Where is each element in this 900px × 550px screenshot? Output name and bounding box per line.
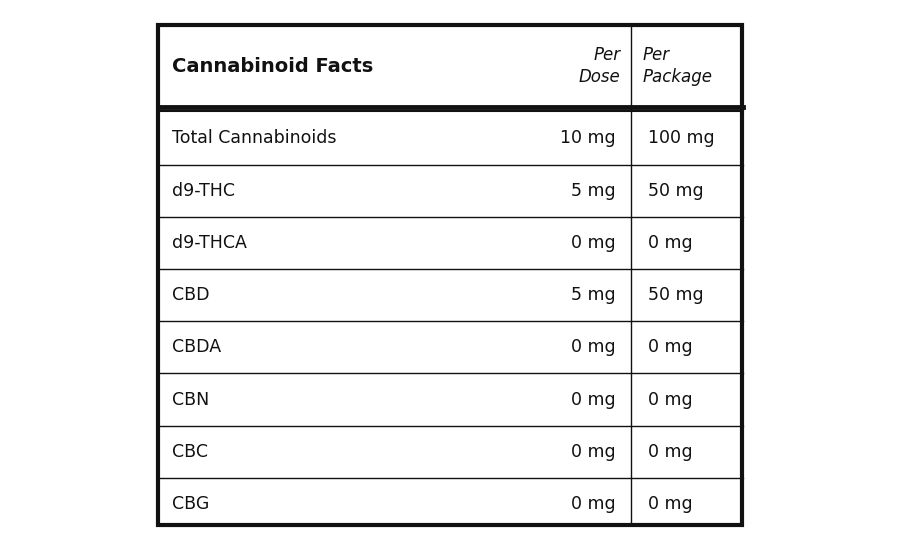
Text: 0 mg: 0 mg (571, 390, 616, 409)
Text: 5 mg: 5 mg (571, 182, 616, 200)
Text: CBC: CBC (172, 443, 208, 461)
Text: 0 mg: 0 mg (648, 338, 692, 356)
Text: 0 mg: 0 mg (648, 443, 692, 461)
Text: 0 mg: 0 mg (571, 495, 616, 513)
Text: 0 mg: 0 mg (571, 338, 616, 356)
Text: 0 mg: 0 mg (648, 234, 692, 252)
Text: 0 mg: 0 mg (571, 443, 616, 461)
Text: CBDA: CBDA (172, 338, 221, 356)
Text: Per
Package: Per Package (643, 46, 712, 86)
Text: Total Cannabinoids: Total Cannabinoids (172, 129, 337, 147)
Text: 50 mg: 50 mg (648, 286, 703, 304)
Text: 50 mg: 50 mg (648, 182, 703, 200)
Text: CBN: CBN (172, 390, 209, 409)
Text: Cannabinoid Facts: Cannabinoid Facts (172, 57, 374, 75)
Text: Per
Dose: Per Dose (579, 46, 621, 86)
Text: d9-THC: d9-THC (172, 182, 235, 200)
Text: CBG: CBG (172, 495, 210, 513)
Text: CBD: CBD (172, 286, 210, 304)
Text: 0 mg: 0 mg (648, 495, 692, 513)
Text: 5 mg: 5 mg (571, 286, 616, 304)
Text: 100 mg: 100 mg (648, 129, 715, 147)
Text: d9-THCA: d9-THCA (172, 234, 247, 252)
Text: 10 mg: 10 mg (560, 129, 616, 147)
Text: 0 mg: 0 mg (571, 234, 616, 252)
Text: 0 mg: 0 mg (648, 390, 692, 409)
Bar (158, 25, 742, 525)
